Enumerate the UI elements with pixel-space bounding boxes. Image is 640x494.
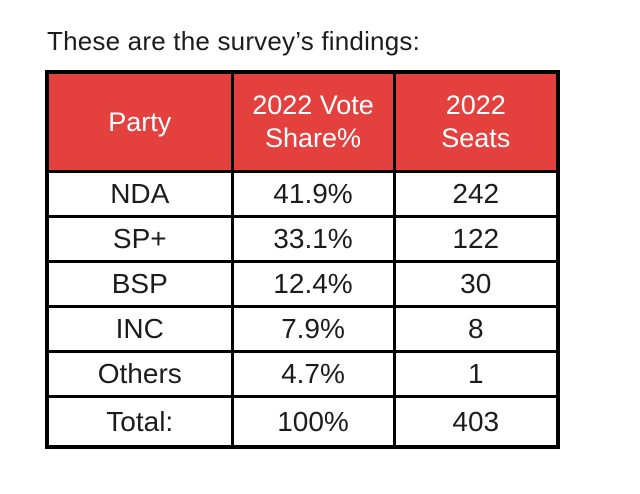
cell-vote-share: 4.7%	[230, 350, 396, 398]
cell-seats: 242	[392, 170, 560, 218]
cell-vote-share: 33.1%	[230, 215, 396, 263]
table-row-inc: INC 7.9% 8	[45, 305, 560, 353]
cell-seats: 1	[392, 350, 560, 398]
cell-vote-share: 41.9%	[230, 170, 396, 218]
cell-total-label: Total:	[45, 395, 234, 449]
cell-seats: 8	[392, 305, 560, 353]
column-header-party: Party	[45, 70, 234, 173]
table-row-others: Others 4.7% 1	[45, 350, 560, 398]
table-header-row: Party 2022 Vote Share% 2022 Seats	[45, 70, 560, 173]
cell-party: BSP	[45, 260, 234, 308]
cell-total-seats: 403	[392, 395, 560, 449]
cell-seats: 122	[392, 215, 560, 263]
table-row-total: Total: 100% 403	[45, 395, 560, 449]
cell-total-vote-share: 100%	[230, 395, 396, 449]
table-row-sp: SP+ 33.1% 122	[45, 215, 560, 263]
table-row-bsp: BSP 12.4% 30	[45, 260, 560, 308]
cell-party: INC	[45, 305, 234, 353]
cell-party: Others	[45, 350, 234, 398]
survey-results-table: Party 2022 Vote Share% 2022 Seats NDA 41…	[45, 70, 560, 449]
cell-seats: 30	[392, 260, 560, 308]
column-header-vote-share: 2022 Vote Share%	[230, 70, 396, 173]
page-title: These are the survey’s findings:	[47, 26, 421, 56]
table-row-nda: NDA 41.9% 242	[45, 170, 560, 218]
cell-vote-share: 12.4%	[230, 260, 396, 308]
cell-party: NDA	[45, 170, 234, 218]
column-header-seats: 2022 Seats	[392, 70, 560, 173]
cell-vote-share: 7.9%	[230, 305, 396, 353]
cell-party: SP+	[45, 215, 234, 263]
